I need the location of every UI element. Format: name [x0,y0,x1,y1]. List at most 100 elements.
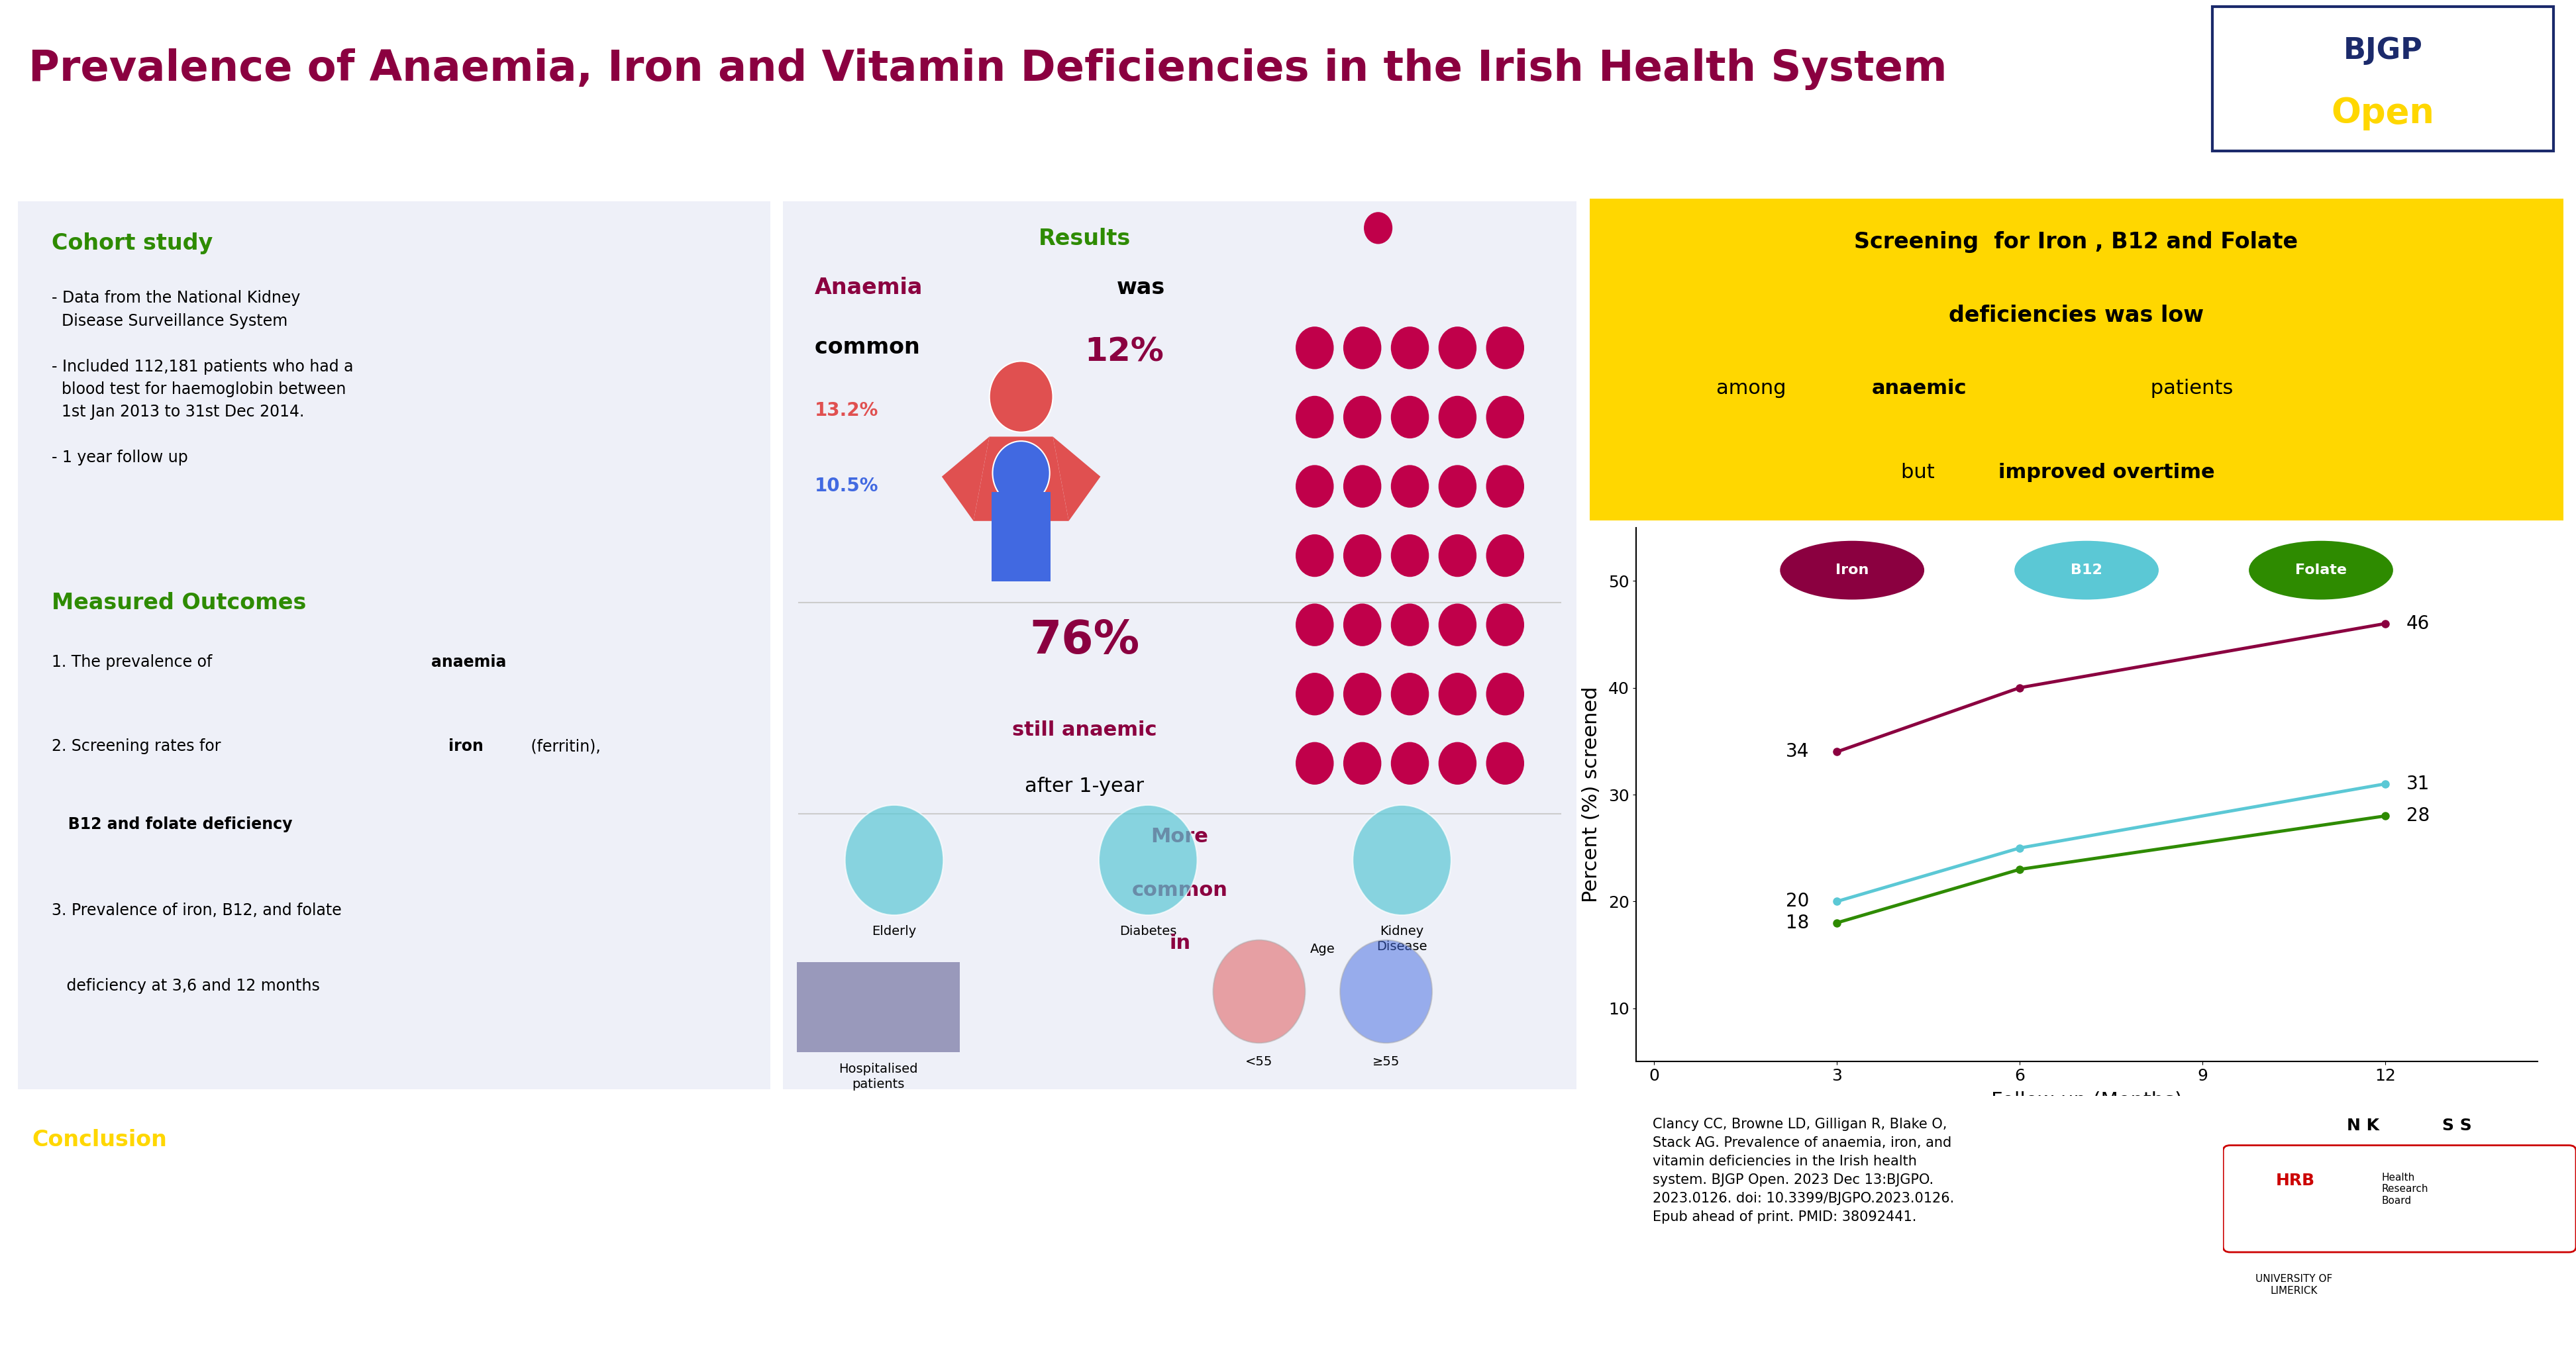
Circle shape [1486,464,1525,508]
FancyBboxPatch shape [2213,7,2553,151]
Circle shape [1437,396,1476,438]
Text: common: common [814,336,927,358]
Circle shape [1486,326,1525,369]
FancyBboxPatch shape [8,188,781,1103]
Text: Folate: Folate [2295,563,2347,577]
Text: B12 and folate deficiency: B12 and folate deficiency [52,817,294,833]
Circle shape [1437,326,1476,369]
Text: was: was [1115,277,1164,299]
Circle shape [1352,806,1450,915]
Text: improved overtime: improved overtime [1999,463,2215,482]
FancyBboxPatch shape [1618,1093,2221,1370]
Circle shape [1342,673,1381,715]
Circle shape [1340,940,1432,1043]
FancyBboxPatch shape [2223,1145,2576,1252]
Text: 31: 31 [2406,774,2429,793]
Circle shape [1486,534,1525,577]
Text: deficiencies was low: deficiencies was low [1947,306,2205,326]
FancyBboxPatch shape [992,492,1051,581]
Circle shape [1486,743,1525,785]
Circle shape [1486,673,1525,715]
Text: common: common [1131,881,1229,900]
Text: 34: 34 [1785,743,1808,762]
Circle shape [1391,326,1430,369]
Text: among: among [1716,379,1793,399]
Text: 12%: 12% [1084,336,1164,369]
Circle shape [1391,534,1430,577]
Circle shape [1437,464,1476,508]
Polygon shape [1054,437,1100,521]
Circle shape [989,362,1054,432]
Circle shape [1342,326,1381,369]
X-axis label: Follow up (Months): Follow up (Months) [1991,1092,2182,1111]
Text: 2. Screening rates for: 2. Screening rates for [52,738,227,755]
Text: iron: iron [448,738,484,755]
Text: B12: B12 [2071,563,2102,577]
Circle shape [1213,940,1306,1043]
Text: Iron: Iron [1837,563,1868,577]
Text: Cohort study: Cohort study [52,233,214,255]
Circle shape [1296,604,1334,647]
Text: Elderly: Elderly [871,925,917,937]
Circle shape [1296,673,1334,715]
Text: 46: 46 [2406,614,2429,633]
Text: Screening  for Iron , B12 and Folate: Screening for Iron , B12 and Folate [1855,230,2298,252]
Circle shape [1342,604,1381,647]
Text: 3. Prevalence of iron, B12, and folate: 3. Prevalence of iron, B12, and folate [52,903,343,919]
Text: Prevalence of Anaemia, Iron and Vitamin Deficiencies in the Irish Health System: Prevalence of Anaemia, Iron and Vitamin … [28,48,1947,90]
Text: but: but [1901,463,1942,482]
Text: Diabetes: Diabetes [1121,925,1177,937]
Ellipse shape [2014,541,2159,600]
Circle shape [1437,604,1476,647]
FancyBboxPatch shape [770,188,1589,1103]
Circle shape [1100,806,1198,915]
Text: 1. The prevalence of: 1. The prevalence of [52,653,216,670]
Circle shape [1391,673,1430,715]
Circle shape [1296,326,1334,369]
Circle shape [1437,743,1476,785]
Circle shape [1391,464,1430,508]
Circle shape [1296,464,1334,508]
Circle shape [845,806,943,915]
Text: More: More [1151,827,1208,847]
Ellipse shape [2249,541,2393,600]
Circle shape [1342,743,1381,785]
Text: still anaemic: still anaemic [1012,721,1157,740]
Text: 18: 18 [1785,914,1808,932]
Text: ≥55: ≥55 [1373,1055,1399,1069]
Text: 10.5%: 10.5% [814,477,878,495]
Circle shape [1296,396,1334,438]
Circle shape [1296,534,1334,577]
Circle shape [1342,396,1381,438]
Circle shape [1486,396,1525,438]
Polygon shape [943,437,989,521]
FancyBboxPatch shape [796,962,961,1052]
Circle shape [992,441,1048,506]
Circle shape [1391,743,1430,785]
Text: Results: Results [1038,227,1131,249]
Text: <55: <55 [1244,1055,1273,1069]
Text: The burden of anaemia is substantial in the health system especially
for elderly: The burden of anaemia is substantial in … [31,1184,641,1274]
Text: Kidney
Disease: Kidney Disease [1376,925,1427,954]
Circle shape [1437,673,1476,715]
Circle shape [1296,743,1334,785]
Y-axis label: Percent (%) screened: Percent (%) screened [1582,686,1600,903]
Text: 76%: 76% [1030,619,1139,663]
Text: BJGP: BJGP [2344,36,2421,64]
Text: anaemic: anaemic [1873,379,1968,399]
Text: 28: 28 [2406,807,2429,825]
Circle shape [1363,212,1394,244]
Text: UNIVERSITY OF
LIMERICK: UNIVERSITY OF LIMERICK [2254,1274,2331,1296]
Text: 20: 20 [1785,892,1808,911]
Ellipse shape [1780,541,1924,600]
Circle shape [1486,604,1525,647]
Text: anaemia: anaemia [430,653,505,670]
Circle shape [1391,604,1430,647]
Text: Hospitalised
patients: Hospitalised patients [840,1063,917,1091]
Text: Conclusion: Conclusion [31,1129,167,1151]
Text: Health
Research
Board: Health Research Board [2383,1173,2429,1206]
FancyBboxPatch shape [1569,192,2576,527]
Circle shape [1342,534,1381,577]
Text: deficiency at 3,6 and 12 months: deficiency at 3,6 and 12 months [52,978,319,995]
Text: Open: Open [2331,96,2434,130]
